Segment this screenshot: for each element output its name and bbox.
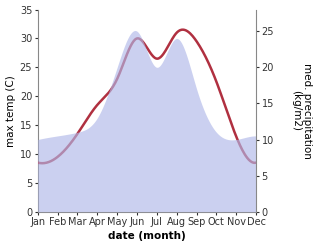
Y-axis label: med. precipitation
(kg/m2): med. precipitation (kg/m2) — [291, 63, 313, 159]
X-axis label: date (month): date (month) — [108, 231, 186, 242]
Y-axis label: max temp (C): max temp (C) — [5, 75, 16, 146]
